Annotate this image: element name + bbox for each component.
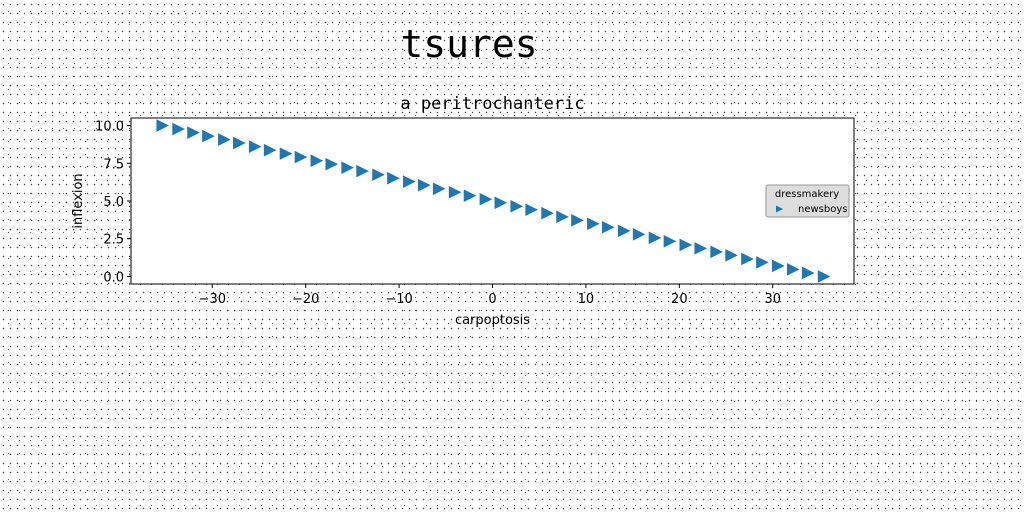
data-point <box>202 129 215 143</box>
data-point <box>341 161 354 174</box>
data-point <box>248 140 262 153</box>
data-point <box>403 175 416 188</box>
data-point <box>294 150 308 164</box>
data-point <box>172 122 185 136</box>
data-point <box>786 263 800 276</box>
data-point <box>617 224 631 238</box>
data-point <box>741 252 754 266</box>
data-point <box>725 249 738 262</box>
data-point <box>310 154 324 168</box>
x-axis-ticks: −30 −20 −10 0 10 20 30 <box>199 284 781 307</box>
data-point <box>817 270 831 283</box>
data-point <box>263 143 277 157</box>
data-point <box>587 217 600 231</box>
y-tick-label: 7.5 <box>103 157 124 172</box>
data-point <box>417 178 431 192</box>
x-tick-label: −10 <box>385 292 412 307</box>
data-point <box>772 259 785 273</box>
y-tick-label: 2.5 <box>103 233 124 248</box>
x-axis-label: carpoptosis <box>455 313 530 328</box>
data-point <box>187 126 200 139</box>
data-point <box>525 203 538 217</box>
data-point <box>325 157 339 171</box>
y-axis-ticks: 0.0 2.5 5.0 7.5 10.0 <box>95 120 131 285</box>
data-point <box>479 192 493 206</box>
legend-marker <box>776 205 783 213</box>
figure-suptitle: tsures <box>400 22 538 66</box>
data-point <box>218 133 231 146</box>
x-tick-label: −30 <box>199 292 226 307</box>
data-point <box>387 171 400 185</box>
data-point <box>494 196 508 210</box>
x-tick-label: 20 <box>671 292 688 307</box>
data-point <box>694 242 708 255</box>
axes-title: a peritrochanteric <box>400 94 584 114</box>
data-point <box>632 228 646 241</box>
y-tick-label: 10.0 <box>95 120 124 135</box>
y-tick-label: 0.0 <box>103 270 124 285</box>
data-point <box>710 245 723 259</box>
data-point <box>356 164 369 178</box>
x-tick-label: 10 <box>578 292 595 307</box>
legend-entry-newsboys: newsboys <box>798 204 847 215</box>
legend[interactable]: dressmakery newsboys <box>765 184 850 218</box>
y-tick-label: 5.0 <box>103 195 124 210</box>
data-point <box>432 182 446 196</box>
x-tick-label: 30 <box>764 292 781 307</box>
data-point <box>156 119 170 132</box>
legend-box <box>765 184 850 218</box>
data-point <box>510 199 524 213</box>
y-axis-label: inflexion <box>71 173 86 228</box>
data-points <box>156 119 831 283</box>
data-point <box>679 238 693 252</box>
x-tick-label: −20 <box>292 292 319 307</box>
data-point <box>663 234 677 248</box>
legend-title: dressmakery <box>775 189 839 200</box>
data-point <box>233 136 246 150</box>
data-point <box>556 210 569 224</box>
data-point <box>801 266 815 280</box>
x-tick-label: 0 <box>488 292 496 307</box>
data-point <box>756 256 769 269</box>
data-point <box>601 220 615 234</box>
data-point <box>648 231 662 245</box>
data-point <box>571 214 584 227</box>
data-point <box>541 206 554 220</box>
data-point <box>463 189 477 203</box>
data-point <box>372 168 385 182</box>
data-point <box>279 147 293 160</box>
data-point <box>448 185 462 199</box>
